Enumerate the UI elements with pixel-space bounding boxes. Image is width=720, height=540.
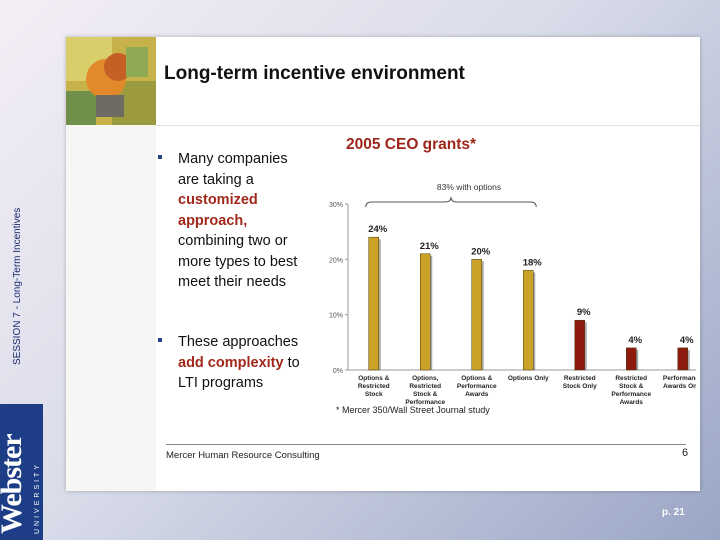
bar-value-label: 9% [577,307,591,318]
slide: Long-term incentive environment Many com… [66,37,700,491]
category-label-line: Stock [365,391,383,398]
logo-subtitle: UNIVERSITY [34,461,41,534]
bar-shadow [481,261,484,370]
y-tick-label: 10% [329,313,343,320]
bullet-customized: Many companies are taking a customized a… [158,149,308,293]
bullet-text: Many companies are taking a [178,151,288,188]
bar [626,347,637,371]
bar-shadow [687,349,690,370]
category-label-line: Performance [405,399,445,406]
category-label-line: Stock & [413,391,438,398]
category-label-line: Awards [620,399,644,406]
logo-wordmark: Webster [0,434,28,534]
bar [574,319,585,371]
category-label-line: Performance [611,391,651,398]
bullet-square-icon [158,338,162,342]
bullet-text: to LTI programs [178,354,300,392]
category-label-line: Stock & [619,383,644,390]
bar-value-label: 24% [368,224,388,235]
options-annotation: 83% with options [437,182,501,192]
category-label: Restricted Stock Only [563,375,597,390]
slide-number: 6 [682,447,689,459]
y-tick-label: 30% [329,202,343,209]
category-label-line: Options, [412,375,439,382]
y-tick-label: 20% [329,257,343,264]
category-label-line: Restricted [358,383,390,390]
category-label-line: Stock Only [563,383,597,390]
left-panel-band [66,125,156,491]
bar-value-label: 4% [680,335,694,346]
category-label-line: Performance [457,383,497,390]
page-number: p. 21 [662,507,685,518]
footer-source: Mercer Human Resource Consulting [166,450,320,461]
category-label: Options Only [508,375,549,382]
ceo-grants-chart: 83% with options 0% 10% 20% 30% 24% Options … [329,182,696,407]
category-label-line: Options & [461,375,492,382]
y-tick-label: 0% [333,368,343,375]
category-label-line: Restricted [615,375,647,382]
category-label: Restricted Stock & Performance Awards [611,375,651,406]
bar-value-label: 21% [420,241,440,252]
footer-divider [166,444,686,445]
category-label-line: Options & [358,375,389,382]
university-logo: Webster UNIVERSITY [0,404,43,540]
session-side-label: SESSION 7 - Long-Term Incentives [12,207,23,365]
category-label-line: Options Only [508,375,549,382]
category-label-line: Performance [663,375,696,382]
bar-shadow [584,322,587,370]
bar [420,253,431,371]
decorative-artwork [66,37,156,125]
category-label: Options & Restricted Stock [358,375,390,398]
bar-shadow [533,272,536,370]
bar [677,347,688,371]
bar-value-label: 4% [628,335,642,346]
bullet-text: These approaches [178,334,299,350]
slide-title: Long-term incentive environment [164,63,465,84]
chart-title: 2005 CEO grants* [346,136,477,153]
bar [523,270,534,371]
chart-footnote: * Mercer 350/Wall Street Journal study [336,405,490,415]
bar-shadow [378,239,381,370]
category-label-line: Awards [465,391,489,398]
bullet-highlight: customized approach, [178,192,258,229]
bullet-highlight: add complexity [178,354,284,371]
bullet-square-icon [158,155,162,159]
bar [368,236,379,371]
category-label-line: Awards Only [663,383,696,390]
category-label-line: Restricted [564,375,596,382]
category-label: Options & Performance Awards [457,375,497,398]
title-divider [156,125,700,126]
category-label-line: Restricted [409,383,441,390]
bar-shadow [636,349,639,370]
bullet-text: combining two or more types to best meet… [178,233,298,290]
bullet-complexity: These approaches add complexity to LTI p… [158,332,308,394]
bar-value-label: 20% [471,246,491,257]
bar [471,259,482,371]
options-brace [365,196,537,208]
bar-shadow [430,255,433,370]
bar-value-label: 18% [523,257,543,268]
